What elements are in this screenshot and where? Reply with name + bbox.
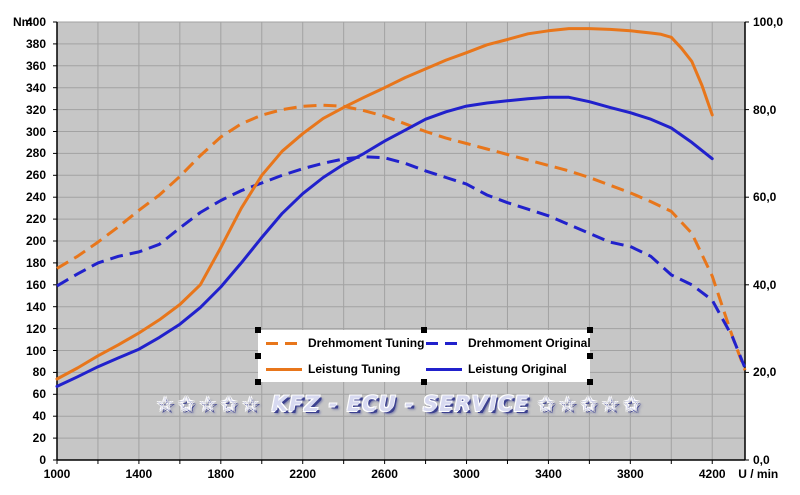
- x-tick-label: 3400: [535, 467, 562, 481]
- gridlines: [57, 21, 745, 460]
- y-left-tick-label: 20: [32, 431, 46, 446]
- y-right-tick-label: 100,0: [753, 15, 784, 29]
- y-left-tick-label: 80: [32, 365, 46, 380]
- y-left-tick-label: 280: [25, 146, 46, 161]
- y-left-tick-label: 340: [25, 80, 46, 95]
- watermark-stars-left: ☆✩☆✩☆: [156, 392, 264, 416]
- y-left-tick-label: 200: [25, 234, 46, 248]
- y-left-tick-label: 120: [25, 321, 46, 336]
- y-axis-left-title: Nm: [13, 15, 33, 29]
- y-right-tick-label: 60,0: [753, 190, 777, 205]
- drehmoment-original-curve: [56, 155, 747, 369]
- y-left-tick-label: 60: [32, 387, 46, 402]
- y-left-tick-label: 320: [25, 102, 46, 117]
- leistung-tuning-curve: [55, 27, 714, 381]
- y-left-tick-label: 0: [39, 453, 46, 467]
- legend-item-leistung-original[interactable]: Leistung Original: [426, 362, 598, 376]
- legend-resize-handle[interactable]: [587, 327, 593, 333]
- legend-label: Leistung Original: [468, 362, 567, 376]
- watermark-stars-right: ✩☆✩☆✩: [537, 392, 644, 416]
- legend-line-sample-dashed-blue: [426, 341, 462, 345]
- y-left-tick-label: 380: [25, 36, 46, 51]
- x-tick-label: 4200: [698, 467, 726, 481]
- legend-resize-handle[interactable]: [255, 327, 261, 333]
- y-left-tick-label: 40: [32, 409, 46, 424]
- y-left-tick-label: 240: [25, 190, 46, 205]
- y-left-tick-label: 100: [25, 343, 46, 358]
- y-left-tick-label: 180: [25, 255, 46, 270]
- legend-item-drehmoment-tuning[interactable]: Drehmoment Tuning: [266, 336, 426, 350]
- legend-label: Drehmoment Tuning: [308, 336, 425, 350]
- y-left-tick-label: 260: [25, 168, 46, 183]
- x-tick-label: 1400: [125, 467, 153, 481]
- watermark: ☆✩☆✩☆ KFZ - ECU - SERVICE ✩☆✩☆✩: [156, 392, 644, 416]
- y-right-tick-label: 80,0: [753, 102, 777, 117]
- legend-line-sample-dashed-orange: [266, 341, 302, 345]
- x-tick-label: 2200: [289, 467, 317, 481]
- x-tick-label: 1800: [207, 467, 235, 481]
- legend-item-leistung-tuning[interactable]: Leistung Tuning: [266, 362, 426, 376]
- legend-resize-handle[interactable]: [421, 379, 427, 385]
- legend-resize-handle[interactable]: [421, 327, 427, 333]
- x-tick-label: 2600: [371, 467, 398, 481]
- x-axis-title: U / min: [738, 467, 779, 481]
- legend-resize-handle[interactable]: [255, 379, 261, 385]
- y-left-tick-label: 140: [25, 299, 46, 314]
- legend-resize-handle[interactable]: [255, 353, 261, 359]
- data-series: [55, 27, 747, 388]
- x-tick-label: 3000: [453, 467, 480, 481]
- drehmoment-tuning-curve: [56, 103, 747, 371]
- y-right-tick-label: 40,0: [753, 277, 777, 292]
- legend-line-sample-solid-orange: [266, 367, 302, 371]
- legend-item-drehmoment-original[interactable]: Drehmoment Original: [426, 336, 598, 350]
- y-left-tick-label: 360: [25, 58, 46, 73]
- legend-resize-handle[interactable]: [587, 353, 593, 359]
- y-left-tick-label: 300: [25, 124, 46, 139]
- legend-label: Leistung Tuning: [308, 362, 401, 376]
- chart-legend[interactable]: Drehmoment Tuning Drehmoment Original Le…: [258, 330, 591, 382]
- legend-resize-handle[interactable]: [587, 379, 593, 385]
- x-tick-label: 1000: [43, 467, 71, 481]
- y-right-tick-label: 20,0: [753, 365, 777, 380]
- y-left-tick-label: 160: [25, 277, 46, 292]
- legend-line-sample-solid-blue: [426, 367, 462, 371]
- y-left-tick-label: 400: [25, 15, 46, 29]
- leistung-original-curve: [55, 95, 714, 388]
- y-right-tick-label: 0,0: [753, 453, 770, 467]
- y-left-tick-label: 220: [25, 212, 46, 227]
- watermark-text: KFZ - ECU - SERVICE: [271, 392, 530, 416]
- x-tick-label: 3800: [616, 467, 644, 481]
- legend-label: Drehmoment Original: [468, 336, 591, 350]
